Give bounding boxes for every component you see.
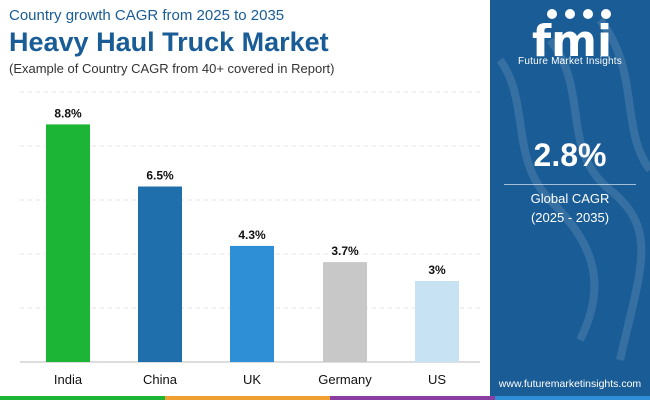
data-label: 3% <box>428 263 446 277</box>
x-tick-label: UK <box>243 372 261 387</box>
background-wave-pattern <box>496 17 650 361</box>
website-url: www.futuremarketinsights.com <box>498 378 642 390</box>
bottom-strip-segment <box>330 396 495 400</box>
logo-letters: fmi <box>532 16 612 67</box>
chart-note: (Example of Country CAGR from 40+ covere… <box>9 61 335 76</box>
bar-germany <box>323 262 367 362</box>
bottom-strip-segment <box>495 396 650 400</box>
bar-chart: 8.8% India 6.5% China 4.3% UK 3.7% Germany 3% US <box>0 80 490 400</box>
global-cagr-value: 2.8% <box>533 137 607 173</box>
bar-us <box>415 281 459 362</box>
x-tick-label: US <box>428 372 446 387</box>
bottom-strip-segment <box>165 396 330 400</box>
bottom-strip-segment <box>0 396 165 400</box>
bar-india <box>46 124 90 363</box>
header: Country growth CAGR from 2025 to 2035 He… <box>9 6 489 78</box>
brand-name: Future Market Insights <box>518 56 622 67</box>
fmi-logo-icon: fmi <box>532 9 612 67</box>
global-cagr-label: Global CAGR <box>530 191 610 206</box>
bar-china <box>138 186 182 362</box>
bar-chart-svg: 8.8% India 6.5% China 4.3% UK 3.7% Germany 3% US <box>20 91 480 387</box>
data-label: 6.5% <box>146 169 174 183</box>
global-cagr-label-block: Global CAGR (2025 - 2035) <box>490 189 650 227</box>
side-panel: fmi Future Market Insights 2.8% Global C… <box>490 0 650 400</box>
global-cagr-period: (2025 - 2035) <box>530 210 610 225</box>
data-label: 8.8% <box>54 106 82 120</box>
x-tick-label: India <box>54 372 83 387</box>
bar-uk <box>230 245 274 362</box>
data-label: 4.3% <box>238 228 266 242</box>
x-tick-label: Germany <box>318 372 372 387</box>
chart-subtitle: Country growth CAGR from 2025 to 2035 <box>9 7 285 24</box>
chart-title: Heavy Haul Truck Market <box>9 27 329 57</box>
x-tick-label: China <box>143 372 178 387</box>
bottom-color-strip <box>0 396 650 400</box>
side-divider <box>504 184 636 185</box>
data-label: 3.7% <box>331 244 359 258</box>
